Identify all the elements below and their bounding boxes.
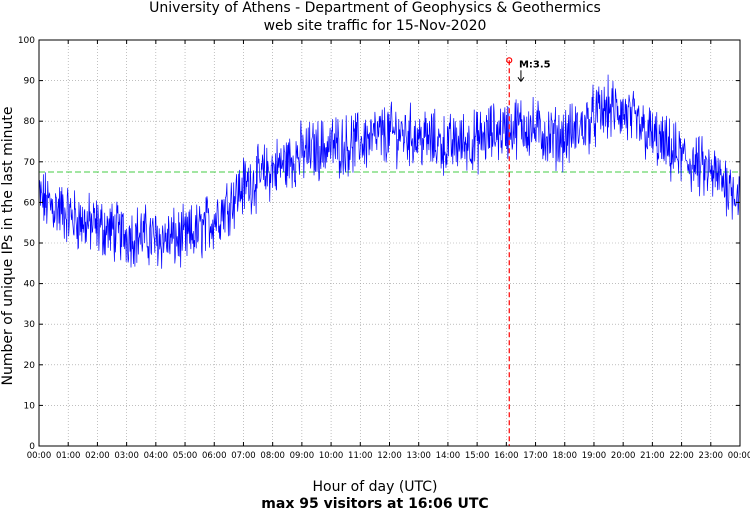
- y-tick-label-10: 100: [18, 36, 35, 46]
- y-axis-ticks: 0 10 20 30 40 50 60 70 80 90 100: [18, 36, 740, 452]
- x-tick-label-4: 04:00: [144, 451, 169, 461]
- x-tick-label-23: 23:00: [699, 451, 724, 461]
- grid: [39, 40, 740, 446]
- x-tick-label-21: 21:00: [640, 451, 665, 461]
- y-axis-label: Number of unique IPs in the last minute: [0, 107, 16, 386]
- x-tick-label-20: 20:00: [611, 451, 636, 461]
- quake-annotation: M:3.5: [517, 59, 551, 83]
- y-tick-label-5: 50: [24, 239, 36, 249]
- y-tick-label-6: 60: [24, 198, 36, 208]
- event-peak-marker: [506, 57, 513, 64]
- x-tick-label-18: 18:00: [553, 451, 578, 461]
- max-visitors-footer: max 95 visitors at 16:06 UTC: [261, 496, 488, 511]
- x-tick-label-14: 14:00: [436, 451, 461, 461]
- x-tick-label-6: 06:00: [202, 451, 227, 461]
- x-tick-label-22: 22:00: [669, 451, 694, 461]
- x-tick-label-12: 12:00: [377, 451, 402, 461]
- x-tick-label-0: 00:00: [27, 451, 52, 461]
- quake-annotation-label: M:3.5: [519, 59, 551, 70]
- y-tick-label-3: 30: [24, 320, 36, 330]
- x-tick-label-7: 07:00: [231, 451, 256, 461]
- chart-subtitle: web site traffic for 15-Nov-2020: [264, 18, 487, 34]
- x-tick-label-13: 13:00: [406, 451, 431, 461]
- y-tick-label-7: 70: [24, 158, 36, 168]
- x-tick-label-8: 08:00: [260, 451, 285, 461]
- y-tick-label-0: 0: [29, 442, 35, 452]
- x-tick-label-2: 02:00: [85, 451, 110, 461]
- x-tick-label-1: 01:00: [56, 451, 81, 461]
- x-axis-ticks: 00:00 01:00 02:00 03:00 04:00 05:00 06:00 07:00…: [27, 40, 750, 461]
- x-tick-label-10: 10:00: [319, 451, 344, 461]
- x-tick-label-9: 09:00: [290, 451, 315, 461]
- series-line: [38, 74, 741, 269]
- x-tick-label-5: 05:00: [173, 451, 198, 461]
- x-tick-label-15: 15:00: [465, 451, 490, 461]
- x-tick-label-11: 11:00: [348, 451, 373, 461]
- x-tick-label-24: 00:00: [728, 451, 750, 461]
- x-tick-label-19: 19:00: [582, 451, 607, 461]
- y-tick-label-1: 10: [24, 401, 36, 411]
- y-tick-label-9: 90: [24, 77, 36, 87]
- quake-annotation-arrow-head: [517, 77, 525, 83]
- x-tick-label-16: 16:00: [494, 451, 519, 461]
- y-tick-label-4: 40: [24, 280, 36, 290]
- x-tick-label-17: 17:00: [523, 451, 548, 461]
- chart-title: University of Athens - Department of Geo…: [149, 0, 601, 16]
- x-tick-label-3: 03:00: [114, 451, 139, 461]
- y-tick-label-2: 20: [24, 361, 36, 371]
- y-tick-label-8: 80: [24, 117, 36, 127]
- x-axis-label: Hour of day (UTC): [313, 479, 438, 495]
